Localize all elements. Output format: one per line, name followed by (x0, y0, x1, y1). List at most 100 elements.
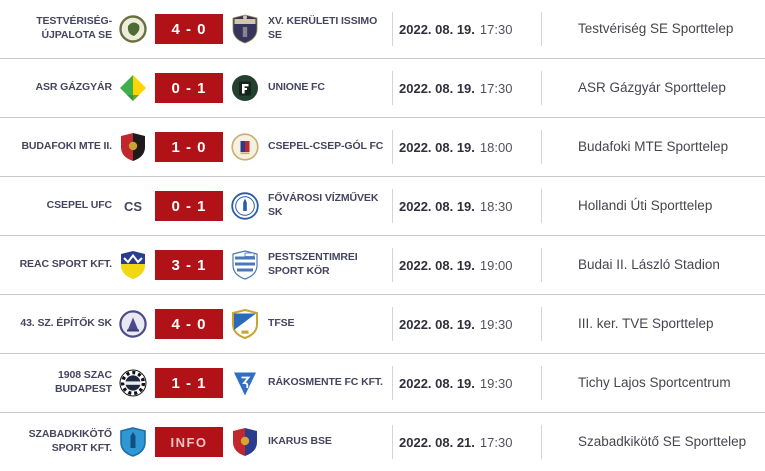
away-team-cell: RÁKOSMENTE FC KFT. (262, 354, 392, 412)
home-team-cell: REAC SPORT KFT. (0, 236, 116, 294)
away-team-name[interactable]: PESTSZENTIMREI SPORT KÖR (268, 251, 358, 277)
away-team-cell: UNIONE FC (262, 59, 392, 117)
match-time: 19:00 (479, 257, 513, 273)
home-logo-cell (116, 354, 150, 412)
match-venue: Tichy Lajos Sportcentrum (541, 354, 765, 412)
match-venue: Budafoki MTE Sporttelep (541, 118, 765, 176)
away-team-cell: TFSE (262, 295, 392, 353)
match-time: 19:30 (479, 316, 513, 332)
csepel-csep-gol-logo[interactable] (231, 133, 259, 161)
csepel-ufc-logo[interactable]: CS (123, 198, 143, 214)
tfse-logo[interactable] (231, 309, 259, 339)
szabadkikoto-logo[interactable] (119, 427, 147, 457)
venue-name: Szabadkikötő SE Sporttelep (578, 433, 747, 449)
away-logo-cell (228, 236, 262, 294)
match-row[interactable]: 1908 SZAC BUDAPEST 1 - 1 RÁKOSMENTE FC K… (0, 353, 765, 412)
score-badge[interactable]: INFO (155, 427, 223, 457)
match-time: 19:30 (479, 375, 513, 391)
score-cell: 3 - 1 (150, 236, 228, 294)
home-team-name[interactable]: ASR GÁZGYÁR (35, 81, 113, 94)
match-datetime: 2022. 08. 19. 18:30 (392, 177, 541, 235)
away-logo-cell (228, 413, 262, 471)
rakosmente-fc-logo[interactable] (231, 369, 259, 397)
home-team-name[interactable]: CSEPEL UFC (46, 199, 112, 212)
score-cell: INFO (150, 413, 228, 471)
testveriseg-ujpalota-logo[interactable] (119, 15, 147, 43)
away-logo-cell (228, 118, 262, 176)
home-team-name[interactable]: 1908 SZAC BUDAPEST (55, 369, 112, 395)
score-badge[interactable]: 4 - 0 (155, 309, 223, 339)
venue-name: Budafoki MTE Sporttelep (578, 138, 729, 154)
score-cell: 1 - 0 (150, 118, 228, 176)
home-team-name[interactable]: 43. SZ. ÉPÍTŐK SK (20, 317, 112, 330)
away-team-name[interactable]: FŐVÁROSI VÍZMŰVEK SK (268, 192, 379, 218)
away-logo-cell (228, 354, 262, 412)
match-date: 2022. 08. 19. (399, 257, 475, 273)
home-team-name[interactable]: REAC SPORT KFT. (19, 258, 113, 271)
score-badge[interactable]: 0 - 1 (155, 191, 223, 221)
away-team-name[interactable]: XV. KERÜLETI ISSIMO SE (268, 15, 378, 41)
score-badge[interactable]: 1 - 0 (155, 132, 223, 162)
away-team-name[interactable]: CSEPEL-CSEP-GÓL FC (268, 140, 384, 153)
pestszentimrei-logo[interactable] (231, 250, 259, 280)
match-time: 18:00 (479, 139, 513, 155)
match-row[interactable]: REAC SPORT KFT. 3 - 1 PESTSZENTIMREI SPO… (0, 235, 765, 294)
score-badge[interactable]: 0 - 1 (155, 73, 223, 103)
match-venue: Szabadkikötő SE Sporttelep (541, 413, 765, 471)
away-team-cell: XV. KERÜLETI ISSIMO SE (262, 0, 392, 58)
match-time: 17:30 (479, 80, 513, 96)
home-team-cell: TESTVÉRISÉG-ÚJPALOTA SE (0, 0, 116, 58)
score-badge[interactable]: 3 - 1 (155, 250, 223, 280)
ikarus-bse-logo[interactable] (231, 427, 259, 457)
match-venue: ASR Gázgyár Sporttelep (541, 59, 765, 117)
venue-name: Testvériség SE Sporttelep (578, 20, 734, 36)
away-team-cell: PESTSZENTIMREI SPORT KÖR (262, 236, 392, 294)
score-cell: 4 - 0 (150, 0, 228, 58)
match-date: 2022. 08. 21. (399, 434, 475, 450)
home-team-cell: SZABADKIKÖTŐ SPORT KFT. (0, 413, 116, 471)
home-team-name[interactable]: SZABADKIKÖTŐ SPORT KFT. (28, 428, 112, 454)
score-badge[interactable]: 1 - 1 (155, 368, 223, 398)
fovarosi-vizmuvek-logo[interactable] (231, 192, 259, 220)
reac-logo[interactable] (119, 250, 147, 280)
match-datetime: 2022. 08. 21. 17:30 (392, 413, 541, 471)
match-datetime: 2022. 08. 19. 19:30 (392, 295, 541, 353)
away-team-name[interactable]: TFSE (268, 317, 295, 330)
home-logo-cell (116, 413, 150, 471)
match-datetime: 2022. 08. 19. 18:00 (392, 118, 541, 176)
match-date: 2022. 08. 19. (399, 316, 475, 332)
away-logo-cell (228, 295, 262, 353)
xv-keruleti-issimo-logo[interactable] (231, 14, 259, 44)
venue-name: III. ker. TVE Sporttelep (578, 315, 714, 331)
match-row[interactable]: SZABADKIKÖTŐ SPORT KFT. INFO IKARUS BSE … (0, 412, 765, 471)
unione-fc-logo[interactable] (231, 74, 259, 102)
home-logo-cell (116, 0, 150, 58)
match-row[interactable]: TESTVÉRISÉG-ÚJPALOTA SE 4 - 0 XV. KERÜLE… (0, 0, 765, 58)
home-team-cell: ASR GÁZGYÁR (0, 59, 116, 117)
score-cell: 0 - 1 (150, 177, 228, 235)
home-team-name[interactable]: BUDAFOKI MTE II. (21, 140, 112, 153)
match-row[interactable]: ASR GÁZGYÁR 0 - 1 UNIONE FC 2022. 08. 19… (0, 58, 765, 117)
budafoki-mte-logo[interactable] (119, 132, 147, 162)
away-logo-cell (228, 59, 262, 117)
asr-gazgyar-logo[interactable] (119, 74, 147, 102)
match-row[interactable]: 43. SZ. ÉPÍTŐK SK 4 - 0 TFSE 2022. 08. 1… (0, 294, 765, 353)
away-team-name[interactable]: RÁKOSMENTE FC KFT. (268, 376, 383, 389)
match-datetime: 2022. 08. 19. 19:30 (392, 354, 541, 412)
away-team-cell: FŐVÁROSI VÍZMŰVEK SK (262, 177, 392, 235)
match-datetime: 2022. 08. 19. 17:30 (392, 59, 541, 117)
match-row[interactable]: BUDAFOKI MTE II. 1 - 0 CSEPEL-CSEP-GÓL F… (0, 117, 765, 176)
score-badge[interactable]: 4 - 0 (155, 14, 223, 44)
epitok-sk-logo[interactable] (119, 310, 147, 338)
home-logo-cell (116, 295, 150, 353)
away-team-name[interactable]: IKARUS BSE (268, 435, 332, 448)
home-team-name[interactable]: TESTVÉRISÉG-ÚJPALOTA SE (36, 15, 112, 41)
score-cell: 1 - 1 (150, 354, 228, 412)
away-team-name[interactable]: UNIONE FC (268, 81, 325, 94)
away-logo-cell (228, 177, 262, 235)
home-team-cell: 43. SZ. ÉPÍTŐK SK (0, 295, 116, 353)
match-date: 2022. 08. 19. (399, 375, 475, 391)
szac-budapest-logo[interactable] (119, 369, 147, 397)
match-row[interactable]: CSEPEL UFC CS 0 - 1 FŐVÁROSI VÍZMŰVEK SK… (0, 176, 765, 235)
